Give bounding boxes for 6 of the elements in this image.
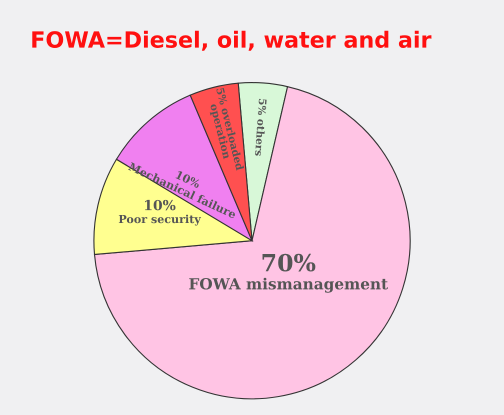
data-label: 10% (145, 200, 176, 210)
data-label: 70% (262, 254, 316, 272)
pie-slice (94, 86, 411, 400)
slice-label: FOWA mismanagement (189, 278, 388, 293)
slice-label: 5% others (254, 98, 267, 156)
chart-title: FOWA=Diesel, oil, water and air (32, 30, 432, 51)
